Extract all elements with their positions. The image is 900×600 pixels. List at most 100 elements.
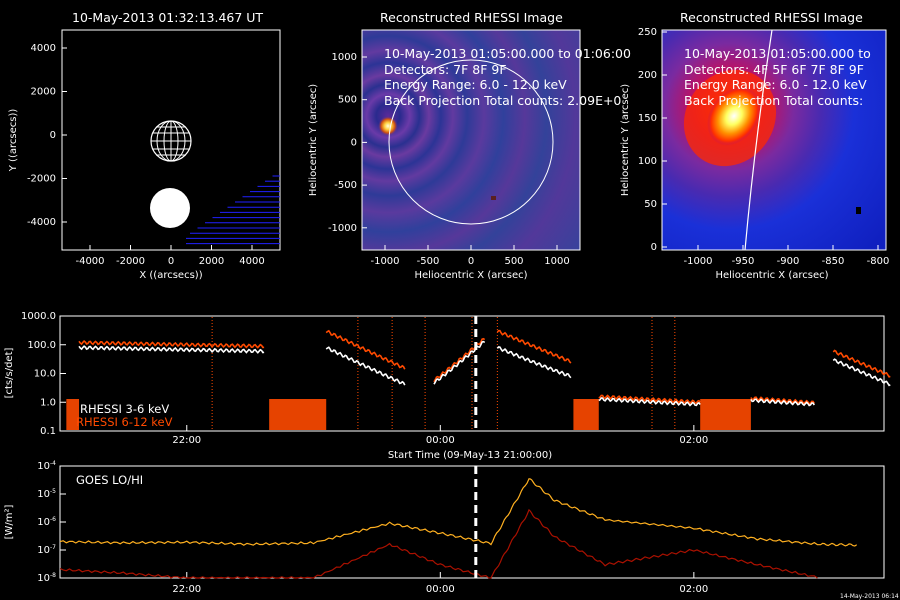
y-tick-label: -2000: [27, 174, 56, 185]
x-tick-label: -800: [867, 256, 890, 267]
zoom-info-line: 10-May-2013 01:05:00.000 to: [684, 46, 871, 61]
x-tick-label: -4000: [75, 256, 104, 267]
goes-y-tick-label: 10-7: [37, 544, 56, 556]
full-image-ylabel: Heliocentric Y (arcsec): [308, 84, 319, 196]
dark-artifact: [491, 196, 496, 200]
locator-ylabel: Y ((arcsecs)): [8, 109, 19, 173]
zoom-info-line: Back Projection Total counts:: [684, 92, 864, 108]
x-tick-label: 1000: [544, 256, 569, 267]
y-tick-label: 100: [638, 156, 657, 167]
white-disk-icon: [150, 188, 190, 228]
y-tick-label: 4000: [31, 43, 56, 54]
y-tick-label: -500: [334, 180, 357, 191]
goes-low-curve: [59, 478, 858, 547]
goes-frame: [59, 465, 885, 579]
x-tick-label: -1000: [370, 256, 399, 267]
x-tick-label: -2000: [116, 256, 145, 267]
full-image-info: 10-May-2013 01:05:00.000 to 01:06:00 Det…: [384, 46, 631, 108]
attenuator-flag: [573, 399, 599, 430]
locator-frame: [61, 29, 281, 251]
zoom-info-line: Detectors: 4F 5F 6F 7F 8F 9F: [684, 61, 864, 77]
y-tick-label: 0: [651, 242, 657, 253]
rhessi-y-tick-label: 100.0: [27, 340, 56, 351]
sun-grid-icon: [150, 120, 192, 162]
x-tick-label: -950: [732, 256, 755, 267]
full-info-line: 10-May-2013 01:05:00.000 to 01:06:00: [384, 46, 631, 61]
y-tick-label: 50: [644, 199, 657, 210]
zoom-info-line: Energy Range: 6.0 - 12.0 keV: [684, 77, 867, 92]
zoom-image-info: 10-May-2013 01:05:00.000 to Detectors: 4…: [684, 46, 871, 108]
goes-ylabel: [W/m²]: [4, 504, 15, 539]
goes-y-tick-label: 10-4: [37, 460, 56, 472]
goes-y-tick-label: 10-5: [37, 488, 56, 500]
goes-x-tick-label: 02:00: [679, 584, 708, 595]
rhessi-frame: [59, 315, 885, 432]
full-image-title: Reconstructed RHESSI Image: [380, 10, 563, 25]
rhessi-ylabel: [cts/s/det]: [4, 348, 15, 399]
locator-xlabel: X ((arcsecs)): [139, 270, 202, 281]
full-info-line: Detectors: 7F 8F 9F: [384, 61, 507, 77]
rhessi-3-6-curve: [832, 358, 891, 387]
y-tick-label: 2000: [31, 87, 56, 98]
legend-3-6-kev: RHESSI 3-6 keV: [80, 402, 169, 416]
y-tick-label: 200: [638, 70, 657, 81]
x-tick-label: -850: [822, 256, 845, 267]
y-tick-label: 500: [338, 95, 357, 106]
goes-x-tick-label: 22:00: [172, 584, 201, 595]
zoom-dark-artifact: [856, 207, 861, 214]
full-image-xlabel: Heliocentric X (arcsec): [414, 270, 527, 281]
rhessi-6-12-curve: [78, 340, 265, 349]
rhessi-3-6-curve: [78, 345, 265, 354]
rhessi-x-tick-label: 00:00: [426, 435, 455, 446]
x-tick-label: 0: [168, 256, 174, 267]
locator-title: 10-May-2013 01:32:13.467 UT: [72, 10, 264, 25]
goes-y-tick-label: 10-6: [37, 516, 56, 528]
goes-y-tick-label: 10-8: [37, 572, 56, 584]
y-tick-label: 150: [638, 113, 657, 124]
x-tick-label: 4000: [239, 256, 264, 267]
rhessi-3-6-curve: [433, 340, 486, 385]
rhessi-3-6-curve: [325, 346, 406, 386]
goes-x-tick-label: 00:00: [426, 584, 455, 595]
rhessi-3-6-curve: [496, 346, 572, 379]
y-tick-label: 250: [638, 27, 657, 38]
y-tick-label: -1000: [328, 223, 357, 234]
rhessi-y-tick-label: 1.0: [40, 397, 56, 408]
rhessi-6-12-curve: [433, 337, 486, 383]
attenuator-flag: [269, 399, 327, 430]
rhessi-6-12-curve: [325, 329, 406, 370]
x-tick-label: -900: [777, 256, 800, 267]
rhessi-6-12-curve: [832, 349, 891, 378]
y-tick-label: 0: [351, 137, 357, 148]
rhessi-x-tick-label: 22:00: [172, 435, 201, 446]
footer-date: 14-May-2013 06:14: [840, 593, 899, 600]
rhessi-3-6-curve: [750, 398, 815, 407]
rhessi-6-12-curve: [598, 394, 701, 405]
goes-high-curve: [59, 508, 818, 579]
rhessi-6-12-curve: [750, 396, 815, 405]
rhessi-xlabel: Start Time (09-May-13 21:00:00): [388, 450, 552, 461]
full-info-line: Energy Range: 6.0 - 12.0 keV: [384, 77, 567, 92]
full-info-line: Back Projection Total counts: 2.09E+0: [384, 92, 622, 108]
y-tick-label: 0: [50, 130, 56, 141]
goes-label: GOES LO/HI: [76, 473, 143, 487]
attenuator-flag: [66, 399, 80, 430]
y-tick-label: 1000: [332, 52, 357, 63]
rhessi-6-12-curve: [496, 329, 572, 364]
x-tick-label: 0: [468, 256, 474, 267]
zoom-image-xlabel: Heliocentric X (arcsec): [715, 270, 828, 281]
flare-source-full: [378, 116, 398, 136]
rhessi-3-6-curve: [598, 397, 701, 407]
rhessi-y-tick-label: 0.1: [40, 426, 56, 437]
attenuator-flag: [700, 399, 751, 430]
y-tick-label: -4000: [27, 217, 56, 228]
blue-hatch-region: [186, 175, 280, 245]
legend-6-12-kev: RHESSI 6-12 keV: [76, 415, 173, 429]
x-tick-label: 500: [504, 256, 523, 267]
rhessi-y-tick-label: 10.0: [34, 369, 56, 380]
rhessi-x-tick-label: 02:00: [679, 435, 708, 446]
rhessi-y-tick-label: 1000.0: [21, 311, 56, 322]
zoom-image-title: Reconstructed RHESSI Image: [680, 10, 863, 25]
x-tick-label: -500: [417, 256, 440, 267]
